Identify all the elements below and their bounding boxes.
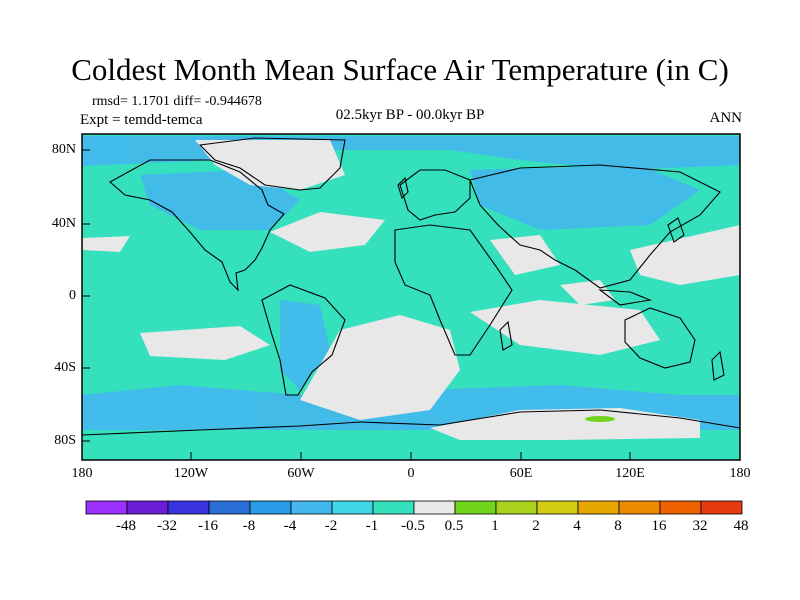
south-atlantic-neutral (300, 315, 460, 420)
colorbar-swatch (249, 500, 292, 515)
greenland-neutral (195, 140, 345, 190)
lat-label: 40N (51, 216, 76, 231)
south-pacific-neutral (140, 326, 270, 360)
colorbar-swatch (495, 500, 538, 515)
asia-cold (470, 165, 700, 230)
colorbar-swatch (659, 500, 702, 515)
lon-label: 0 (407, 466, 415, 481)
period-label: 02.5kyr BP - 00.0kyr BP (335, 107, 485, 123)
colorbar-swatch (208, 500, 251, 515)
north-atlantic-neutral (270, 212, 385, 252)
colorbar-swatch (700, 500, 743, 515)
experiment-label: Expt = temdd-temca (80, 112, 203, 128)
colorbar-label: 48 (733, 518, 749, 534)
chart-title: Coldest Month Mean Surface Air Temperatu… (71, 52, 729, 87)
colorbar-label: -32 (157, 518, 177, 534)
colorbar-label: -4 (283, 518, 297, 534)
colorbar-swatch (126, 500, 169, 515)
colorbar-label: 0.5 (444, 518, 464, 534)
south-america-outline (261, 284, 346, 396)
arabian-neutral (490, 235, 560, 275)
colorbar-label: 2 (532, 518, 540, 534)
coastlines (81, 137, 741, 436)
warm-patch (585, 416, 615, 422)
europe-outline (399, 169, 471, 221)
tropical-atlantic-neutral (82, 236, 130, 252)
west-pacific-neutral (630, 225, 740, 285)
indonesia-outline (598, 289, 653, 306)
colorbar-swatch (536, 500, 579, 515)
colorbar-label: 32 (692, 518, 708, 534)
southeast-asia-neutral (560, 280, 615, 305)
stats-text: rmsd= 1.1701 diff= -0.944678 (92, 94, 262, 109)
axis-ticks (81, 149, 741, 460)
lat-label: 0 (69, 288, 76, 303)
south-america-cold (280, 300, 330, 390)
colorbar-swatch (167, 500, 210, 515)
colorbar-label: 4 (573, 518, 581, 534)
colorbar-swatch (413, 500, 456, 515)
colorbar-swatch (372, 500, 415, 515)
colorbar-label: 1 (491, 518, 499, 534)
new-zealand-outline (711, 350, 725, 381)
colorbar-swatch (331, 500, 374, 515)
lon-label: 120E (615, 466, 645, 481)
colorbar-label: -8 (242, 518, 256, 534)
greenland-outline (198, 137, 346, 191)
australia-outline (624, 307, 696, 369)
asia-outline (469, 164, 721, 289)
colorbar-label: -0.5 (401, 518, 425, 534)
lat-label: 80N (51, 142, 76, 157)
neutral-regions (82, 140, 740, 440)
colorbar-label: -2 (324, 518, 338, 534)
madagascar-outline (499, 320, 513, 351)
north-america-outline (109, 159, 285, 292)
antarctica-outline (81, 409, 741, 436)
lon-label: 180 (729, 466, 751, 481)
colorbar-swatch (85, 500, 128, 515)
colorbar-label: 8 (614, 518, 622, 534)
indian-ocean-neutral (470, 300, 660, 355)
japan-outline (667, 217, 685, 243)
lat-label: 80S (54, 433, 76, 448)
colorbar-label: -1 (365, 518, 379, 534)
season-label: ANN (709, 110, 743, 126)
lon-label: 60E (509, 466, 533, 481)
lon-label: 180 (71, 466, 93, 481)
lon-label: 120W (173, 466, 209, 481)
colorbar-swatch (290, 500, 333, 515)
colorbar-label: 16 (651, 518, 667, 534)
uk-outline (397, 176, 409, 200)
colorbar-label: -16 (198, 518, 218, 534)
colorbar-label: -48 (116, 518, 136, 534)
colorbar-swatch (618, 500, 661, 515)
lat-label: 40S (54, 360, 76, 375)
africa-outline (394, 224, 513, 356)
lon-label: 60W (287, 466, 315, 481)
colorbar-swatch (577, 500, 620, 515)
colorbar-swatch (454, 500, 497, 515)
